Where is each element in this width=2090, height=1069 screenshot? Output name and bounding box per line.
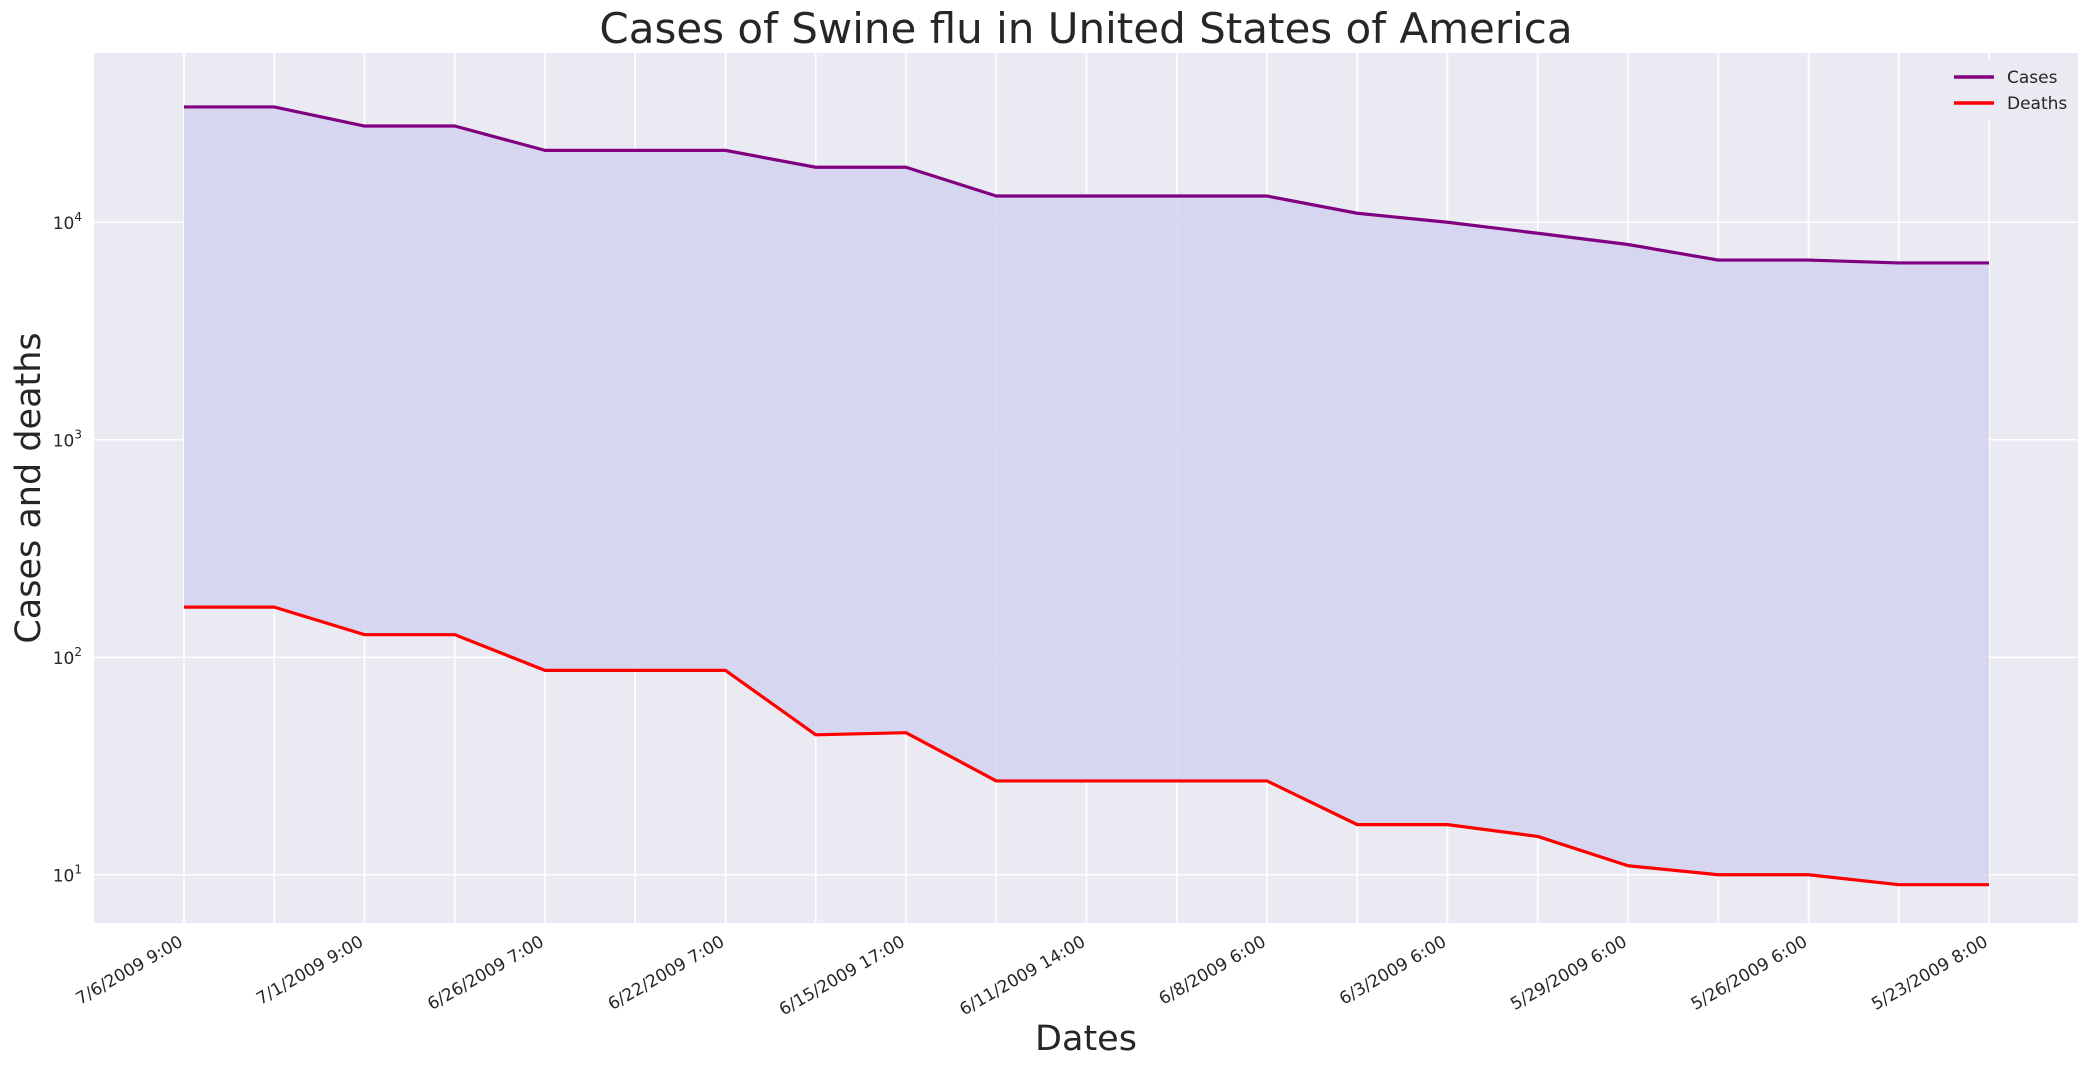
x-tick-label: 5/29/2009 6:00 bbox=[1507, 932, 1630, 1015]
series-line-cases bbox=[184, 105, 1989, 265]
y-tick-base: 10 bbox=[53, 867, 75, 887]
y-tick-label: 101 bbox=[53, 863, 82, 887]
series-line-deaths bbox=[184, 605, 1989, 887]
y-tick-label: 104 bbox=[53, 210, 82, 234]
y-tick-base: 10 bbox=[53, 649, 75, 669]
y-tick-exponent: 3 bbox=[74, 428, 82, 442]
x-tick-label: 6/26/2009 7:00 bbox=[424, 932, 547, 1015]
chart-title: Cases of Swine flu in United States of A… bbox=[599, 4, 1572, 53]
y-tick-exponent: 1 bbox=[74, 863, 82, 877]
y-tick-label: 103 bbox=[53, 428, 82, 452]
series-lines bbox=[184, 105, 1989, 887]
x-tick-label: 6/8/2009 6:00 bbox=[1156, 932, 1270, 1009]
y-tick-base: 10 bbox=[53, 214, 75, 234]
y-axis-label: Cases and deaths bbox=[9, 332, 49, 643]
x-tick-label: 7/1/2009 9:00 bbox=[253, 932, 367, 1009]
x-tick-label: 5/23/2009 8:00 bbox=[1868, 932, 1991, 1015]
legend: Cases Deaths bbox=[1944, 60, 2070, 120]
legend-label-cases: Cases bbox=[2007, 68, 2058, 88]
fill-between-area bbox=[184, 106, 1989, 885]
x-tick-label: 5/26/2009 6:00 bbox=[1688, 932, 1811, 1015]
x-tick-label: 6/22/2009 7:00 bbox=[605, 932, 728, 1015]
y-tick-exponent: 4 bbox=[74, 210, 82, 224]
x-axis-label: Dates bbox=[1035, 1019, 1137, 1059]
y-tick-base: 10 bbox=[53, 432, 75, 452]
legend-label-deaths: Deaths bbox=[2007, 94, 2067, 114]
x-axis-ticks: 7/6/2009 9:00 7/1/2009 9:00 6/26/2009 7:00… bbox=[73, 932, 1992, 1020]
x-tick-label: 7/6/2009 9:00 bbox=[73, 932, 187, 1009]
y-tick-label: 102 bbox=[53, 645, 82, 669]
x-tick-label: 6/11/2009 14:00 bbox=[956, 932, 1089, 1020]
x-tick-label: 6/3/2009 6:00 bbox=[1336, 932, 1450, 1009]
y-tick-exponent: 2 bbox=[74, 645, 82, 659]
fill-region bbox=[184, 106, 1989, 885]
x-tick-label: 6/15/2009 17:00 bbox=[776, 932, 909, 1020]
legend-box bbox=[1944, 60, 2070, 120]
